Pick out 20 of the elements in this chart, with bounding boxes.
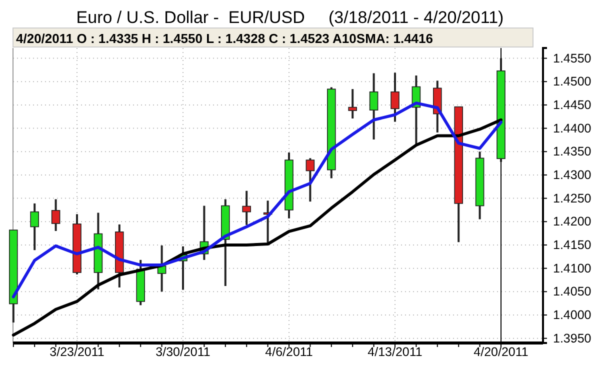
x-tick-label: 4/13/2011 [368, 345, 422, 359]
chart-title: Euro / U.S. Dollar - EUR/USD (3/18/2011 - 4/20/2011) [76, 8, 504, 27]
text: 4/20/2011 O : 1.4335 H : 1.4550 L : 1.4328 C : 1.4523 A10SMA: 1.4416 [16, 31, 433, 46]
y-tick-label: 1.4300 [553, 168, 592, 182]
x-tick-label: 4/20/2011 [474, 345, 528, 359]
y-tick-label: 1.4150 [553, 238, 592, 252]
y-tick-label: 1.4500 [553, 74, 592, 89]
y-tick-label: 1.4200 [553, 214, 592, 229]
y-tick-label: 1.4400 [553, 121, 592, 136]
x-tick-label: 3/30/2011 [156, 345, 210, 359]
y-tick-label: 1.4100 [553, 261, 592, 276]
y-tick-label: 1.4000 [553, 308, 592, 322]
y-tick-label: 1.4350 [553, 144, 592, 159]
y-tick-label: 1.4050 [553, 284, 592, 299]
y-tick-label: 1.4250 [553, 191, 592, 206]
y-tick-label: 1.3950 [553, 331, 592, 346]
x-tick-label: 3/23/2011 [50, 345, 104, 359]
x-tick-label: 4/6/2011 [265, 345, 313, 359]
y-tick-label: 1.4550 [553, 51, 592, 66]
y-tick-label: 1.4450 [553, 98, 592, 112]
